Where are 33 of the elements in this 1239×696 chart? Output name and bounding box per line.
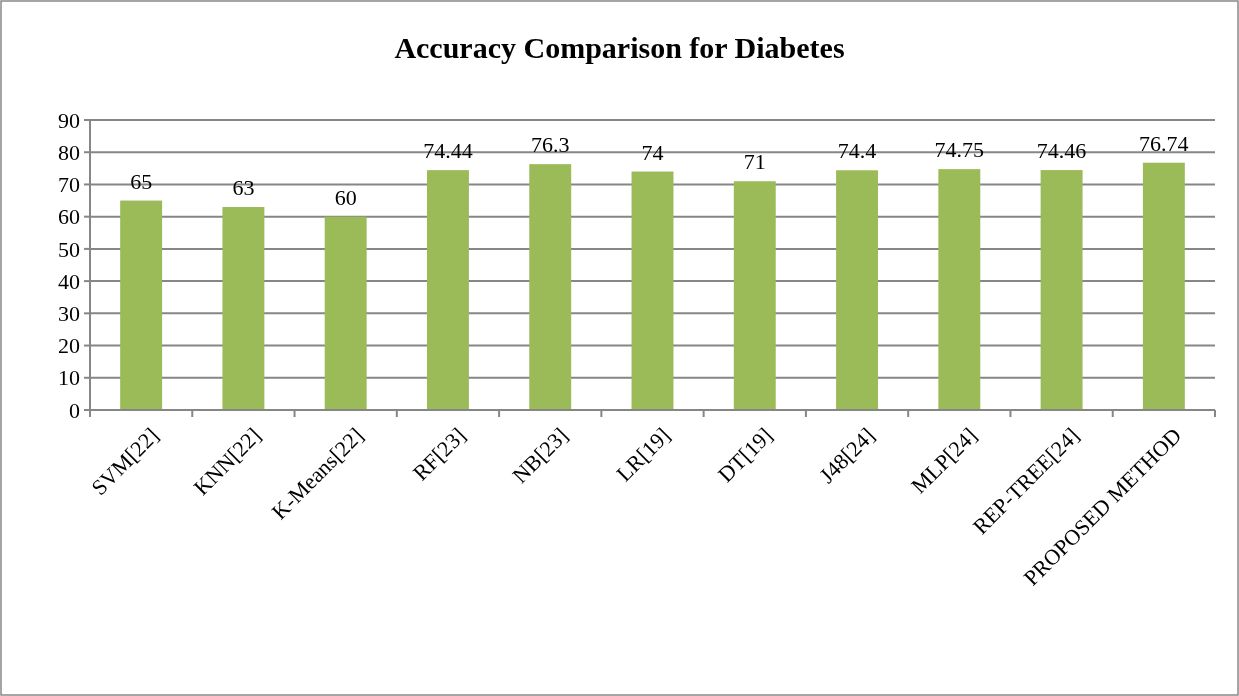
bar	[733, 181, 776, 410]
data-label: 74.75	[934, 137, 985, 163]
y-tick-label: 90	[58, 107, 80, 133]
data-label: 63	[232, 175, 255, 200]
chart-title: Accuracy Comparison for Diabetes	[394, 31, 845, 64]
y-tick-label: 70	[58, 172, 80, 198]
bar	[120, 200, 163, 410]
y-tick-label: 80	[58, 139, 80, 165]
data-label: 76.74	[1139, 130, 1189, 156]
bar	[324, 216, 367, 410]
y-tick-label: 40	[58, 268, 80, 294]
bar	[1040, 170, 1083, 410]
data-label: 65	[130, 168, 153, 194]
data-label: 76.3	[530, 132, 570, 158]
y-tick-label: 20	[58, 333, 80, 359]
data-label: 74.4	[837, 138, 877, 164]
data-label: 71	[743, 149, 766, 175]
bar	[938, 169, 981, 410]
y-tick-label: 0	[69, 397, 80, 423]
data-label: 60	[334, 184, 357, 210]
y-tick-label: 10	[58, 365, 80, 391]
bar	[1142, 162, 1185, 410]
bar	[631, 171, 674, 410]
bar	[529, 164, 572, 410]
data-label: 74	[641, 139, 664, 165]
y-tick-label: 50	[58, 236, 80, 262]
bar	[426, 170, 469, 410]
bar	[836, 170, 879, 410]
data-label: 74.46	[1036, 138, 1087, 164]
data-label: 74.44	[423, 138, 473, 164]
y-tick-label: 30	[58, 301, 80, 327]
bar	[222, 207, 265, 410]
y-tick-label: 60	[58, 204, 80, 230]
